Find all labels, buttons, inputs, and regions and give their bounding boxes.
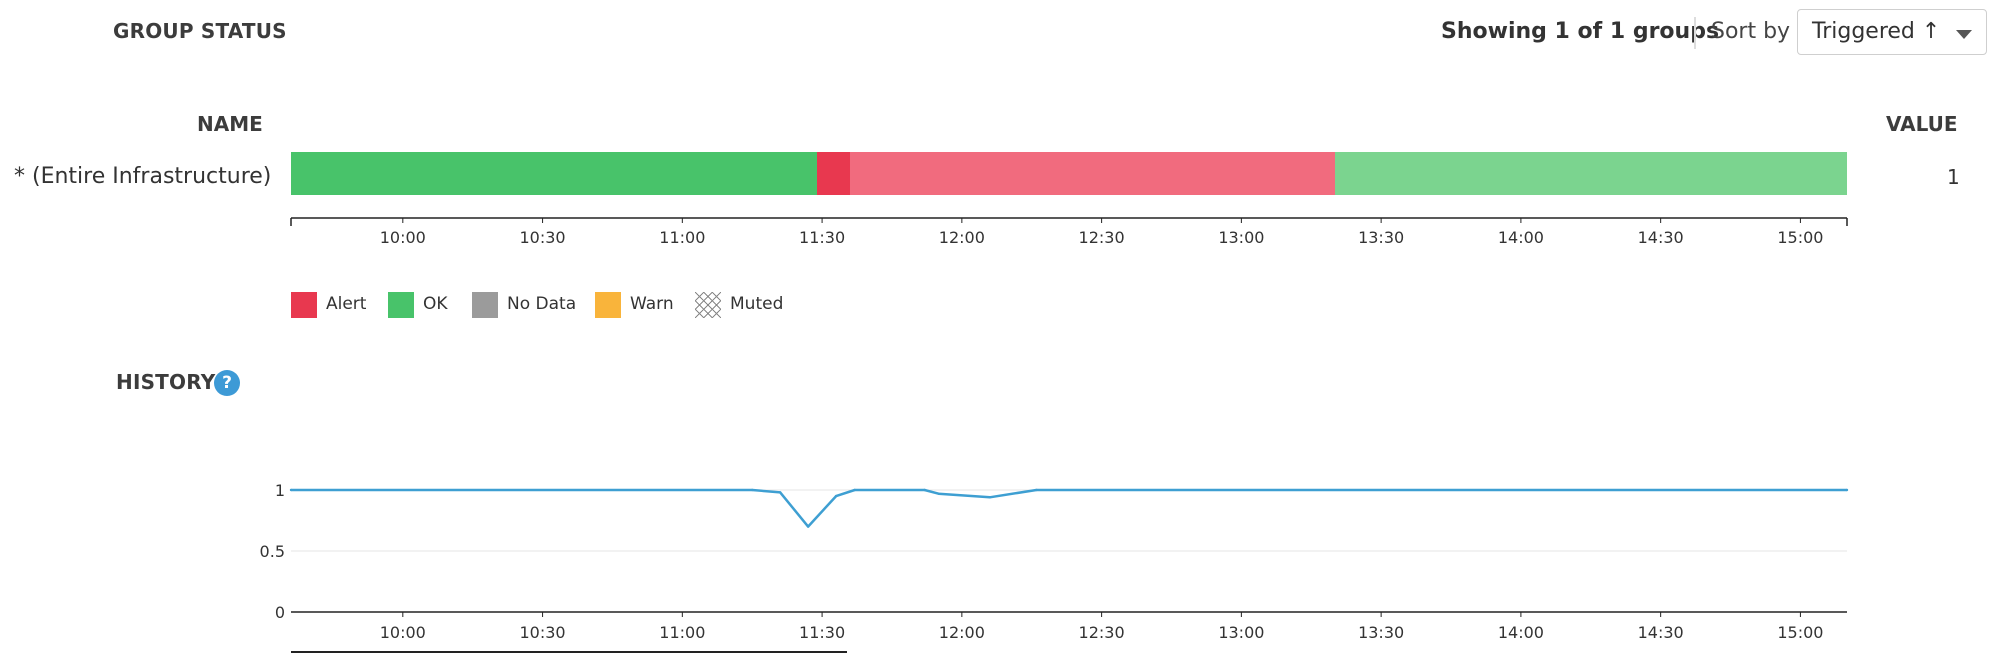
- group-row-value: 1: [1947, 165, 1960, 189]
- history-x-tick-label: 13:00: [1218, 623, 1264, 642]
- history-data-point: [937, 492, 940, 495]
- legend-swatch: [595, 292, 621, 318]
- legend-label: OK: [423, 294, 448, 314]
- sort-select-value: Triggered ↑: [1812, 19, 1941, 44]
- group-status-title: GROUP STATUS: [113, 19, 287, 43]
- status-axis-tick-label: 13:30: [1358, 228, 1404, 247]
- sort-by-label: Sort by: [1711, 19, 1791, 44]
- history-x-tick-label: 10:00: [380, 623, 426, 642]
- group-row-name: * (Entire Infrastructure): [14, 164, 272, 189]
- history-data-point: [923, 488, 926, 492]
- history-x-tick-label: 11:00: [659, 623, 705, 642]
- legend-swatch: [388, 292, 414, 318]
- history-data-point: [806, 525, 810, 528]
- legend-label: Alert: [326, 294, 367, 314]
- history-data-point: [1845, 488, 1849, 492]
- history-data-point: [1035, 488, 1038, 492]
- history-data-point: [853, 488, 856, 492]
- status-time-axis: 10:00 10:30 11:00 11:30 12:00 12:30 13:00 13:30…: [290, 217, 1848, 247]
- status-axis-tick-label: 15:00: [1777, 228, 1823, 247]
- legend-swatch: [291, 292, 317, 318]
- history-x-tick-label: 14:00: [1498, 623, 1544, 642]
- history-title: HISTORY: [116, 370, 216, 394]
- chevron-down-icon: [1956, 30, 1972, 39]
- status-segment-alert[interactable]: [817, 152, 851, 195]
- status-axis-tick-label: 13:00: [1218, 228, 1264, 247]
- status-axis-tick-label: 10:30: [520, 228, 566, 247]
- history-data-point: [988, 496, 992, 499]
- history-data-point: [778, 491, 782, 494]
- status-axis-tick-label: 14:30: [1638, 228, 1684, 247]
- divider: [1694, 17, 1696, 49]
- status-axis-tick-label: 14:00: [1498, 228, 1544, 247]
- history-x-tick-label: 13:30: [1358, 623, 1404, 642]
- status-axis-tick-label: 12:00: [939, 228, 985, 247]
- legend-label: No Data: [507, 294, 577, 314]
- history-series-line[interactable]: [291, 488, 1847, 528]
- status-axis-tick-label: 12:30: [1079, 228, 1125, 247]
- sort-select[interactable]: Triggered ↑: [1797, 9, 1987, 55]
- history-x-tick-label: 11:30: [799, 623, 845, 642]
- legend-label: Muted: [730, 294, 784, 314]
- status-timeline-bar: [291, 152, 1847, 195]
- history-data-point: [834, 494, 838, 498]
- status-axis-tick-label: 11:30: [799, 228, 845, 247]
- history-data-point: [289, 488, 293, 492]
- legend-swatch: [472, 292, 498, 318]
- status-segment-alert[interactable]: [850, 152, 1335, 195]
- legend-label: Warn: [630, 294, 674, 314]
- history-y-tick-label: 0: [275, 603, 285, 622]
- status-axis-tick-label: 11:00: [659, 228, 705, 247]
- value-column-header: VALUE: [1886, 112, 1958, 136]
- question-circle-icon[interactable]: ?: [214, 370, 240, 396]
- history-y-tick-label: 1: [275, 481, 285, 500]
- status-segment-ok[interactable]: [1334, 152, 1847, 195]
- status-axis-tick-label: 10:00: [380, 228, 426, 247]
- history-data-point: [751, 488, 754, 492]
- history-x-tick-label: 12:00: [939, 623, 985, 642]
- history-y-tick-label: 0.5: [260, 542, 285, 561]
- history-x-tick-label: 15:00: [1777, 623, 1823, 642]
- history-x-tick-label: 14:30: [1638, 623, 1684, 642]
- legend-swatch: [695, 292, 721, 318]
- history-x-tick-label: 10:30: [520, 623, 566, 642]
- groups-count: Showing 1 of 1 groups: [1441, 19, 1720, 44]
- history-x-tick-label: 12:30: [1079, 623, 1125, 642]
- status-segment-ok[interactable]: [291, 152, 818, 195]
- name-column-header: NAME: [197, 112, 263, 136]
